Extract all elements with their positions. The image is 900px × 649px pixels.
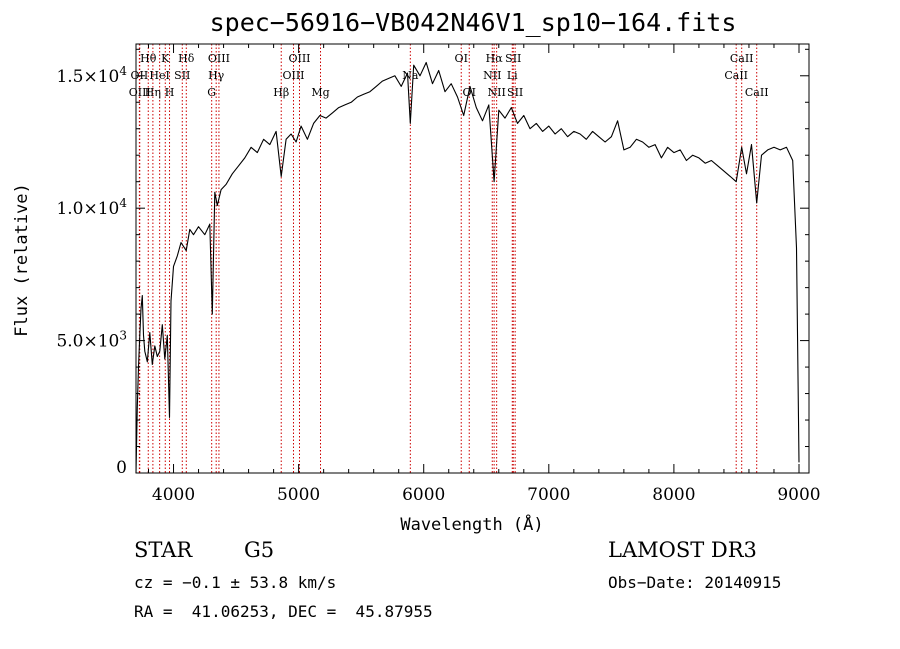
y-tick-label-3: 1.5×104 [56,64,127,87]
line-label-22: Li [507,69,518,82]
y-axis-ticks: 0 5.0×103 1.0×104 1.5×104 [56,48,809,478]
line-label-25: CaII [730,52,754,65]
line-label-3: K [161,52,170,65]
line-label-4: HeI [149,69,169,82]
line-label-12: Hβ [273,86,289,99]
y-tick-label-2: 1.0×104 [56,196,127,219]
line-label-19: Hα [486,52,504,65]
line-label-20: SII [505,52,521,65]
line-label-21: NII [483,69,501,82]
line-label-5: Hη [145,86,161,99]
observation-date: Obs−Date: 20140915 [608,573,782,592]
y-tick-label-0: 0 [116,458,127,478]
survey-name: LAMOST DR3 [608,538,757,562]
line-label-2: OIII [129,86,151,99]
line-label-27: CaII [745,86,769,99]
line-label-11: G [207,86,216,99]
line-label-8: Hδ [178,52,195,65]
x-axis-ticks: 4000 5000 6000 7000 8000 9000 [148,44,821,505]
redshift-cz: cz = −0.1 ± 53.8 km/s [134,573,337,592]
x-tick-label-2: 6000 [402,485,445,505]
spectrum-line [135,61,800,474]
object-subclass: G5 [244,538,275,562]
x-tick-label-1: 5000 [277,485,320,505]
x-tick-label-3: 7000 [527,485,570,505]
line-label-10: Hγ [208,69,225,82]
line-label-13: OIII [288,52,310,65]
x-tick-label-4: 8000 [652,485,695,505]
ra-dec: RA = 41.06253, DEC = 45.87955 [134,602,433,621]
line-label-17: OI [455,52,468,65]
x-tick-label-5: 9000 [777,485,820,505]
line-label-15: Mg [311,86,329,99]
object-class: STAR [134,538,193,562]
line-label-7: H [165,86,175,99]
line-label-24: SII [507,86,523,99]
line-label-26: CaII [724,69,748,82]
y-axis-label: Flux (relative) [12,183,32,337]
line-label-16: Na [402,69,419,82]
line-label-0: Hθ [140,52,157,65]
x-axis-label: Wavelength (Å) [400,513,543,535]
line-label-9: OIII [208,52,230,65]
emission-line-markers [138,44,758,473]
line-label-23: NII [487,86,505,99]
plot-frame [135,43,810,474]
line-label-6: SII [174,69,190,82]
y-tick-label-1: 5.0×103 [56,329,127,352]
x-tick-label-0: 4000 [152,485,195,505]
chart-title: spec−56916−VB042N46V1_sp10−164.fits [210,8,737,37]
line-label-14: OIII [282,69,304,82]
